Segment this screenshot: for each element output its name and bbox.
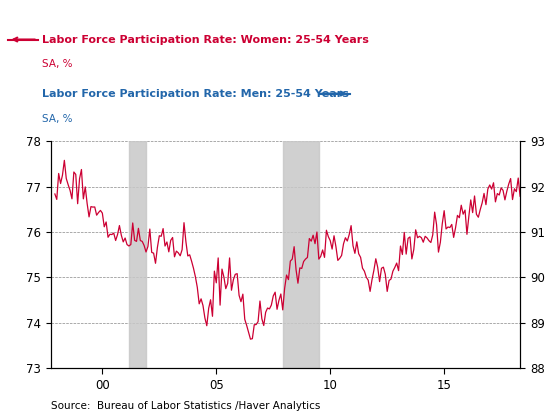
Text: Labor Force Participation Rate: Men: 25-54 Years: Labor Force Participation Rate: Men: 25-…: [42, 89, 349, 99]
Text: Labor Force Participation Rate: Women: 25-54 Years: Labor Force Participation Rate: Women: 2…: [42, 35, 369, 45]
Bar: [283, 141, 319, 368]
Text: Source:  Bureau of Labor Statistics /Haver Analytics: Source: Bureau of Labor Statistics /Have…: [51, 401, 320, 411]
Bar: [129, 141, 146, 368]
Text: SA, %: SA, %: [42, 114, 72, 124]
Text: SA, %: SA, %: [42, 59, 72, 69]
